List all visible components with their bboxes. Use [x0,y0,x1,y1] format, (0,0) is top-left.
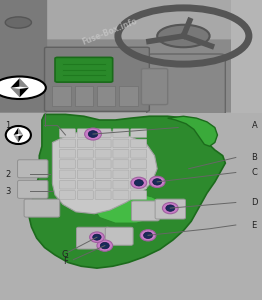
FancyBboxPatch shape [59,180,75,189]
Text: A: A [252,121,257,130]
Polygon shape [18,135,23,142]
Circle shape [90,232,104,242]
Bar [97,85,115,106]
Bar [119,85,138,106]
Text: 3: 3 [5,187,11,196]
FancyBboxPatch shape [55,57,113,82]
FancyBboxPatch shape [95,191,111,199]
Circle shape [0,76,46,99]
Circle shape [157,25,210,47]
Bar [75,85,93,106]
Polygon shape [168,116,217,146]
Circle shape [85,128,101,140]
FancyBboxPatch shape [113,129,129,137]
Text: Fuse-Box.info: Fuse-Box.info [81,16,139,47]
FancyBboxPatch shape [77,139,93,148]
Circle shape [144,232,152,239]
FancyBboxPatch shape [131,139,147,148]
Text: D: D [252,198,258,207]
FancyBboxPatch shape [155,199,185,219]
FancyBboxPatch shape [59,139,75,148]
FancyBboxPatch shape [113,170,129,179]
FancyBboxPatch shape [113,139,129,148]
Polygon shape [94,193,162,223]
FancyBboxPatch shape [95,139,111,148]
FancyBboxPatch shape [59,170,75,179]
Bar [0,0,262,51]
Polygon shape [10,78,20,88]
FancyBboxPatch shape [59,129,75,137]
Text: G: G [62,250,68,259]
FancyBboxPatch shape [59,191,75,199]
Text: E: E [252,220,257,230]
FancyBboxPatch shape [95,129,111,137]
Polygon shape [29,114,225,268]
FancyBboxPatch shape [131,129,147,137]
Circle shape [153,179,162,185]
Text: 1: 1 [5,121,10,130]
Bar [231,0,262,112]
Text: F: F [63,257,68,266]
Circle shape [97,240,113,251]
Circle shape [6,126,31,144]
FancyBboxPatch shape [77,160,93,168]
FancyBboxPatch shape [131,170,147,179]
FancyBboxPatch shape [24,199,60,217]
Text: B: B [252,153,257,162]
FancyBboxPatch shape [95,149,111,158]
Polygon shape [14,128,18,135]
FancyBboxPatch shape [131,191,147,199]
Circle shape [5,17,31,28]
FancyBboxPatch shape [95,160,111,168]
FancyBboxPatch shape [77,129,93,137]
Circle shape [88,131,98,137]
Polygon shape [18,128,23,135]
Circle shape [140,230,156,241]
FancyBboxPatch shape [113,160,129,168]
Polygon shape [14,135,18,142]
FancyBboxPatch shape [59,149,75,158]
FancyBboxPatch shape [113,191,129,199]
FancyBboxPatch shape [45,47,149,111]
Circle shape [134,180,143,186]
FancyBboxPatch shape [131,149,147,158]
FancyBboxPatch shape [77,227,110,249]
FancyBboxPatch shape [131,160,147,168]
FancyBboxPatch shape [0,0,47,112]
FancyBboxPatch shape [59,160,75,168]
Text: 2: 2 [5,170,10,179]
Polygon shape [52,129,157,214]
Circle shape [166,205,175,211]
FancyBboxPatch shape [0,39,262,112]
Circle shape [93,234,101,240]
FancyBboxPatch shape [113,180,129,189]
FancyBboxPatch shape [77,149,93,158]
Circle shape [100,242,109,249]
FancyBboxPatch shape [77,180,93,189]
FancyBboxPatch shape [95,180,111,189]
FancyBboxPatch shape [18,160,48,178]
FancyBboxPatch shape [132,201,159,221]
Bar [52,85,71,106]
Text: C: C [252,168,257,177]
Circle shape [131,177,147,188]
FancyBboxPatch shape [113,149,129,158]
FancyBboxPatch shape [131,180,147,189]
FancyBboxPatch shape [141,69,168,105]
Polygon shape [10,88,20,97]
FancyBboxPatch shape [18,180,48,198]
FancyBboxPatch shape [77,191,93,199]
Polygon shape [20,88,29,97]
FancyBboxPatch shape [147,54,225,115]
Polygon shape [20,78,29,88]
FancyBboxPatch shape [77,170,93,179]
FancyBboxPatch shape [105,227,133,245]
FancyBboxPatch shape [95,170,111,179]
Circle shape [162,202,178,214]
Circle shape [149,176,165,188]
